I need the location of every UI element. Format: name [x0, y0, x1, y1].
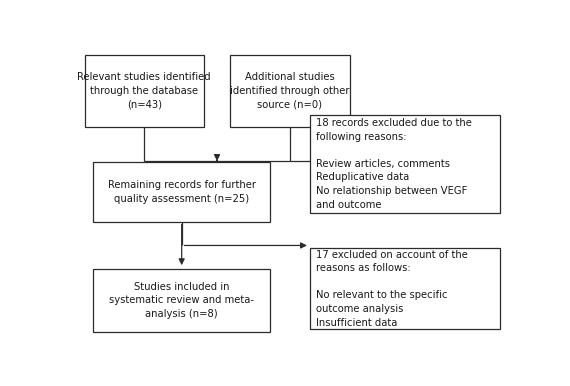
Bar: [84, 55, 204, 127]
Text: 17 excluded on account of the
reasons as follows:

No relevant to the specific
o: 17 excluded on account of the reasons as…: [316, 250, 467, 328]
Bar: [310, 249, 500, 329]
Bar: [93, 269, 270, 332]
Text: Remaining records for further
quality assessment (n=25): Remaining records for further quality as…: [108, 180, 256, 204]
Text: Additional studies
identified through other
source (n=0): Additional studies identified through ot…: [230, 72, 349, 110]
Bar: [310, 115, 500, 213]
Text: Relevant studies identified
through the database
(n=43): Relevant studies identified through the …: [78, 72, 211, 110]
Text: 18 records excluded due to the
following reasons:

Review articles, comments
Red: 18 records excluded due to the following…: [316, 118, 471, 210]
Bar: [230, 55, 349, 127]
Bar: [93, 162, 270, 222]
Text: Studies included in
systematic review and meta-
analysis (n=8): Studies included in systematic review an…: [109, 282, 254, 319]
